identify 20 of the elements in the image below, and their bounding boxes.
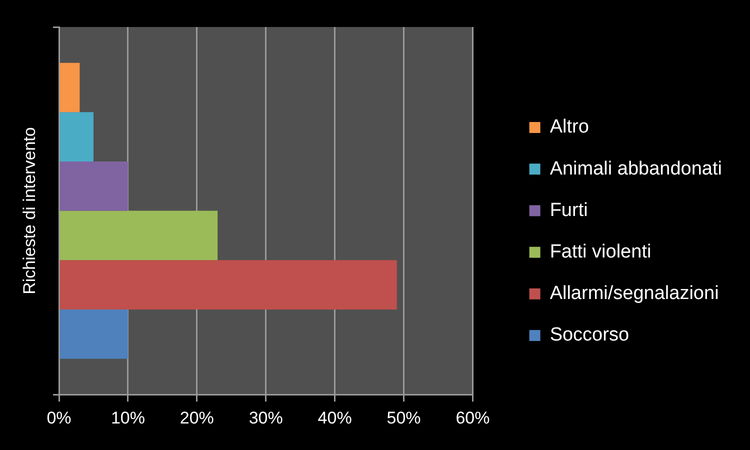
- bar: [60, 62, 80, 112]
- x-tick-label: 20%: [180, 408, 214, 428]
- legend-label: Altro: [550, 116, 589, 138]
- legend-label: Allarmi/segnalazioni: [550, 283, 719, 304]
- bar: [60, 309, 128, 359]
- bar: [60, 260, 397, 310]
- x-tick-label: 0%: [46, 408, 72, 428]
- bar: [60, 161, 128, 211]
- legend-label: Furti: [550, 200, 588, 221]
- legend-label: Animali abbandonati: [550, 158, 722, 180]
- x-tick-label: 50%: [386, 408, 421, 428]
- x-tick-label: 60%: [456, 408, 490, 428]
- x-tick-label: 40%: [318, 408, 352, 428]
- x-tick-label: 10%: [110, 408, 145, 428]
- x-tick-label: 30%: [248, 408, 283, 428]
- y-axis-title: Richieste di intervento: [20, 127, 39, 294]
- bar: [60, 112, 94, 162]
- legend-label: Fatti violenti: [550, 242, 652, 263]
- legend-label: Soccorso: [550, 324, 630, 346]
- bar: [60, 210, 218, 260]
